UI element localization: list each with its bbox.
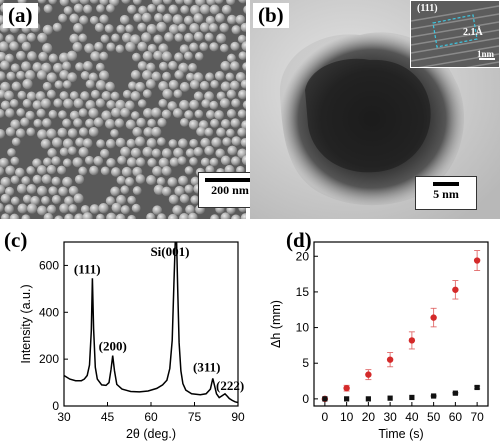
dh-y-tick-label: 10 <box>296 321 310 335</box>
dh-x-tick-label: 70 <box>470 410 484 424</box>
xrd-x-tick-label: 75 <box>188 410 202 424</box>
dh-plot-frame <box>313 241 489 407</box>
dh-x-tick-label: 60 <box>449 410 463 424</box>
dh-y-axis-label: Δh (mm) <box>269 300 283 348</box>
dh-data-point-series-1 <box>474 384 480 391</box>
xrd-chart: 30 45 60 75 90 0 200 400 600 2θ (deg.) Intensity (… <box>19 241 245 441</box>
xrd-x-tick-label: 30 <box>57 410 71 424</box>
dh-y-tick-label: 20 <box>296 249 310 263</box>
inset-plane-label: (111) <box>417 3 438 14</box>
dh-data-point-series-0 <box>408 337 416 344</box>
xrd-y-tick-label: 0 <box>52 399 59 413</box>
scale-bar-b-line <box>433 182 459 186</box>
dh-y-tick-label: 15 <box>296 285 310 299</box>
dh-x-tick-label: 10 <box>340 410 354 424</box>
panel-c-label: (c) <box>4 228 28 252</box>
dh-data-point-series-1 <box>452 390 458 396</box>
xrd-peak-label: (222) <box>216 378 244 393</box>
scale-bar-a-label: 200 nm <box>211 183 249 197</box>
xrd-y-tick-label: 200 <box>39 352 59 366</box>
xrd-y-axis-label: Intensity (a.u.) <box>19 284 33 363</box>
dh-data-point-series-0 <box>430 314 437 321</box>
dh-x-tick-label: 30 <box>383 410 397 424</box>
xrd-x-tick-label: 45 <box>101 410 115 424</box>
dh-data-point-series-1 <box>409 394 415 401</box>
dh-data-point-series-0 <box>452 286 459 293</box>
scale-bar-b: 5 nm <box>415 176 477 210</box>
dh-data-point-series-1 <box>322 396 328 402</box>
panel-d-label: (d) <box>286 228 312 252</box>
dh-data-point-series-1 <box>431 393 437 399</box>
xrd-x-axis-label: 2θ (deg.) <box>126 427 176 441</box>
dh-data-point-series-0 <box>365 371 372 378</box>
xrd-peak-label: (200) <box>99 339 127 354</box>
scale-bar-b-label: 5 nm <box>433 187 459 201</box>
xrd-y-tick-label: 400 <box>39 305 59 319</box>
xrd-pattern-line <box>64 242 238 404</box>
dh-data-point-series-1 <box>365 396 371 402</box>
sem-image-panel <box>0 0 246 219</box>
inset-scale-label: 1nm <box>477 49 495 59</box>
hrtem-inset: (111) 2.1Å 1nm <box>410 0 500 68</box>
hrtem-lattice-image <box>411 1 499 67</box>
xrd-peak-label: (111) <box>74 261 101 276</box>
dh-x-tick-label: 50 <box>427 410 441 424</box>
xrd-y-tick-label: 600 <box>39 258 59 272</box>
inset-spacing-label: 2.1Å <box>463 27 483 38</box>
xrd-x-tick-label: 90 <box>231 410 245 424</box>
sem-nanoparticle-image <box>0 0 246 219</box>
dh-x-tick-label: 0 <box>322 410 329 424</box>
dh-x-tick-label: 40 <box>405 410 419 424</box>
panel-b-label: (b) <box>253 3 289 29</box>
dh-y-tick-label: 5 <box>302 356 309 370</box>
dh-data-point-series-0 <box>343 384 350 392</box>
dh-y-tick-label: 0 <box>302 392 309 406</box>
xrd-peak-label: Si(001) <box>150 244 189 259</box>
dh-x-tick-label: 20 <box>362 410 376 424</box>
scale-bar-a-line <box>205 178 255 182</box>
dh-data-point-series-0 <box>473 257 481 264</box>
xrd-x-tick-label: 60 <box>144 410 158 424</box>
panel-a-label: (a) <box>3 3 38 29</box>
dh-data-point-series-1 <box>387 395 393 401</box>
dh-data-point-series-0 <box>386 356 394 363</box>
dh-data-point-series-1 <box>344 396 350 402</box>
xrd-peak-label: (311) <box>193 359 220 374</box>
dh-x-axis-label: Time (s) <box>378 427 423 441</box>
